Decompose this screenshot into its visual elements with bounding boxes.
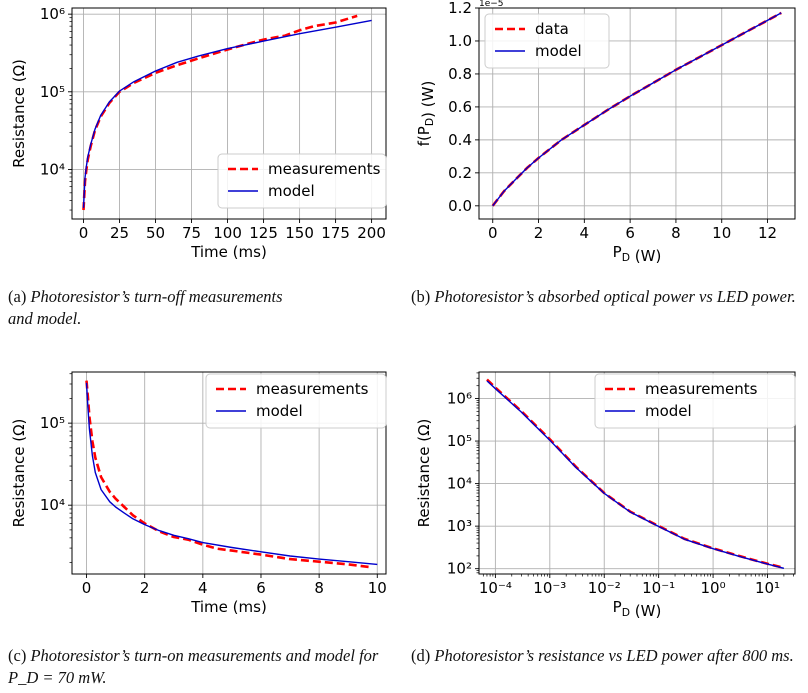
- chart-a-ylabel: Resistance (Ω): [10, 59, 28, 168]
- chart-b-legend: data model: [484, 13, 610, 69]
- legend-box: [594, 373, 796, 429]
- x-tick-label: 10⁻¹: [642, 579, 675, 597]
- caption-a-text: Photoresistor’s turn-off measurements an…: [8, 287, 283, 328]
- x-tick-label: 6: [256, 579, 266, 597]
- legend-label-measurements: measurements: [256, 380, 369, 398]
- x-tick-label: 2: [534, 224, 544, 242]
- x-tick-label: 175: [321, 224, 350, 242]
- chart-a-svg: 0 25 50 75 100 125 150 175 200 10⁴ 10⁵ 10⁶ Time (ms)…: [10, 5, 387, 261]
- x-tick-label: 50: [146, 224, 165, 242]
- chart-c-xlabel: Time (ms): [190, 598, 267, 616]
- y-tick-label: 10⁶: [447, 390, 472, 408]
- x-tick-label: 150: [285, 224, 314, 242]
- x-tick-label: 10¹: [755, 579, 780, 597]
- chart-c-frame: [71, 371, 387, 575]
- legend-label-data: data: [535, 20, 569, 38]
- x-tick-label: 10: [712, 224, 731, 242]
- x-tick-label: 0: [79, 224, 89, 242]
- series-model-line: [492, 12, 782, 207]
- chart-b-svg: 0 2 4 6 8 10 12 0.0 0.2 0.4 0.6 0.8 1.0 1.2 PD (W) f(PD…: [415, 0, 796, 265]
- y-tick-label: 10²: [447, 560, 472, 578]
- chart-d-grid: [479, 372, 795, 574]
- chart-b-scale-note: 1e−5: [479, 0, 504, 9]
- y-tick-label: 10⁶: [40, 5, 65, 23]
- chart-a-frame: [71, 7, 387, 220]
- legend-label-measurements: measurements: [645, 380, 758, 398]
- y-tick-label: 1.0: [448, 32, 472, 50]
- chart-b-frame: [478, 7, 796, 220]
- legend-label-measurements: measurements: [268, 160, 381, 178]
- chart-a-xlabel: Time (ms): [190, 243, 267, 261]
- caption-b-text: Photoresistor’s absorbed optical power v…: [434, 287, 796, 306]
- y-tick-label: 10⁵: [40, 83, 65, 101]
- y-tick-label: 10⁴: [447, 475, 472, 493]
- caption-b-label: (b): [411, 287, 431, 306]
- chart-d-legend: measurements model: [594, 373, 796, 429]
- x-tick-label: 25: [110, 224, 129, 242]
- x-tick-label: 125: [249, 224, 278, 242]
- series-model-line: [82, 19, 372, 208]
- y-tick-label: 10³: [447, 517, 472, 535]
- caption-c: (c) Photoresistor’s turn-on measurements…: [8, 645, 403, 689]
- y-tick-label: 0.0: [448, 197, 472, 215]
- caption-d-label: (d): [411, 646, 431, 665]
- x-tick-label: 10⁻²: [588, 579, 621, 597]
- chart-d: 10⁻⁴ 10⁻³ 10⁻² 10⁻¹ 10⁰ 10¹ 10² 10³ 10⁴ 10⁵ 10⁶ PD …: [405, 362, 808, 627]
- x-tick-label: 2: [140, 579, 150, 597]
- chart-c-ylabel: Resistance (Ω): [10, 419, 28, 528]
- y-tick-label: 0.8: [448, 65, 472, 83]
- legend-label-model: model: [268, 182, 315, 200]
- chart-b-ylabel: f(PD) (W): [415, 81, 437, 147]
- chart-d-frame: [478, 371, 796, 575]
- x-tick-label: 10⁻⁴: [479, 579, 512, 597]
- x-tick-label: 75: [182, 224, 201, 242]
- x-tick-label: 10⁻³: [533, 579, 566, 597]
- x-tick-label: 6: [625, 224, 635, 242]
- chart-b-xlabel: PD (W): [613, 243, 662, 265]
- caption-a: (a) Photoresistor’s turn-off measurement…: [8, 286, 308, 330]
- caption-a-label: (a): [8, 287, 27, 306]
- legend-box: [484, 13, 610, 69]
- y-tick-label: 0.4: [448, 131, 472, 149]
- chart-d-svg: 10⁻⁴ 10⁻³ 10⁻² 10⁻¹ 10⁰ 10¹ 10² 10³ 10⁴ 10⁵ 10⁶ PD …: [415, 371, 796, 620]
- series-model-line: [85, 382, 378, 566]
- x-tick-label: 12: [758, 224, 777, 242]
- legend-label-model: model: [645, 402, 692, 420]
- chart-d-ylabel: Resistance (Ω): [415, 419, 433, 528]
- legend-box: [205, 373, 387, 429]
- caption-c-label: (c): [8, 646, 27, 665]
- x-tick-label: 100: [213, 224, 242, 242]
- x-tick-label: 4: [580, 224, 590, 242]
- y-tick-label: 0.2: [448, 164, 472, 182]
- chart-a-legend: measurements model: [217, 153, 387, 209]
- x-tick-label: 8: [314, 579, 324, 597]
- caption-b: (b) Photoresistor’s absorbed optical pow…: [411, 286, 806, 308]
- chart-c-svg: 0 2 4 6 8 10 10⁴ 10⁵ Time (ms) Resistance (Ω) meas…: [10, 371, 387, 616]
- chart-d-xlabel: PD (W): [613, 598, 662, 620]
- legend-box: [217, 153, 387, 209]
- caption-d: (d) Photoresistor’s resistance vs LED po…: [411, 645, 806, 667]
- x-tick-label: 200: [357, 224, 386, 242]
- series-model-line: [486, 380, 785, 569]
- y-tick-label: 0.6: [448, 98, 472, 116]
- y-tick-label: 10⁵: [40, 414, 65, 432]
- x-tick-label: 0: [488, 224, 498, 242]
- x-tick-label: 10: [368, 579, 387, 597]
- caption-c-text: Photoresistor’s turn-on measurements and…: [8, 646, 379, 687]
- caption-d-text: Photoresistor’s resistance vs LED power …: [434, 646, 794, 665]
- y-tick-label: 10⁴: [40, 160, 65, 178]
- x-tick-label: 4: [198, 579, 208, 597]
- chart-c-legend: measurements model: [205, 373, 387, 429]
- y-tick-label: 10⁴: [40, 496, 65, 514]
- legend-label-model: model: [256, 402, 303, 420]
- x-tick-label: 0: [82, 579, 92, 597]
- chart-a: 0 25 50 75 100 125 150 175 200 10⁴ 10⁵ 10⁶ Time (ms)…: [0, 0, 405, 270]
- legend-label-model: model: [535, 42, 582, 60]
- chart-b: 0 2 4 6 8 10 12 0.0 0.2 0.4 0.6 0.8 1.0 1.2 PD (W) f(PD…: [405, 0, 808, 270]
- chart-c: 0 2 4 6 8 10 10⁴ 10⁵ Time (ms) Resistance (Ω) meas…: [0, 362, 405, 627]
- y-tick-label: 1.2: [448, 0, 472, 17]
- y-tick-label: 10⁵: [447, 432, 472, 450]
- x-tick-label: 8: [671, 224, 681, 242]
- x-tick-label: 10⁰: [701, 579, 726, 597]
